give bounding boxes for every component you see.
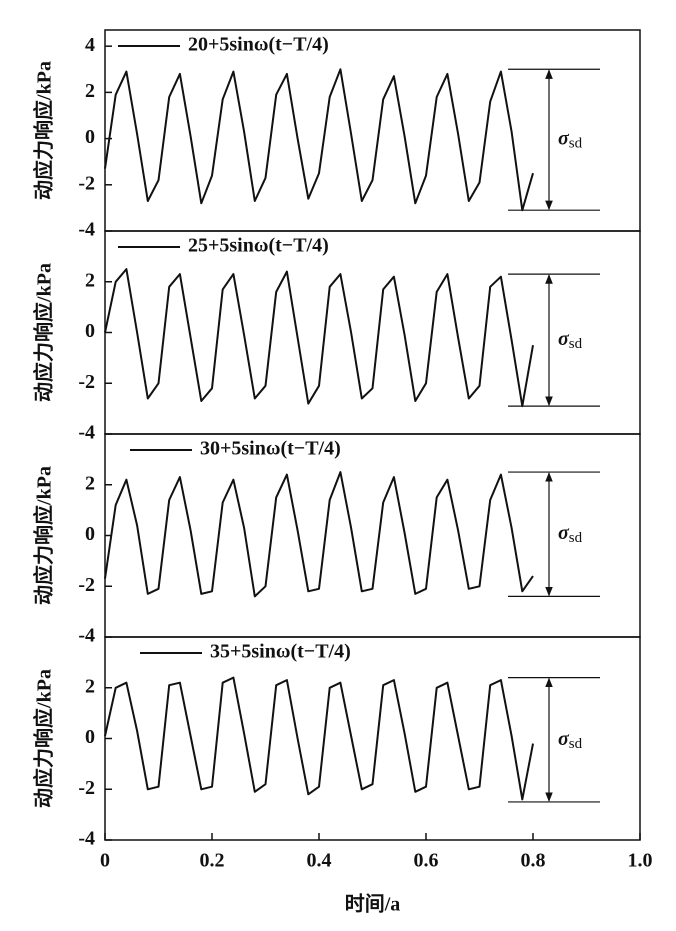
y-axis-label: 动应力响应/kPa xyxy=(32,263,56,402)
y-tick-label: 0 xyxy=(85,523,95,545)
y-tick-label: -2 xyxy=(78,777,95,799)
x-tick-label: 1.0 xyxy=(628,850,653,872)
y-tick-label: -4 xyxy=(78,219,95,241)
y-axis-label: 动应力响应/kPa xyxy=(32,669,56,808)
legend-label: 25+5sinω(t−T/4) xyxy=(188,235,329,257)
x-tick-label: 0.4 xyxy=(307,850,332,872)
data-line xyxy=(104,268,534,408)
y-tick-label: 0 xyxy=(85,320,95,342)
y-tick-label: 2 xyxy=(85,269,95,291)
y-tick-label: 0 xyxy=(85,726,95,748)
x-tick-label: 0.6 xyxy=(414,850,439,872)
annotation-symbol: σ xyxy=(558,522,570,544)
y-tick-label: -4 xyxy=(78,422,95,444)
annotation-subscript: sd xyxy=(569,531,583,547)
annotation-subscript: sd xyxy=(569,337,583,353)
y-tick-label: 4 xyxy=(85,34,95,56)
annotation-symbol: σ xyxy=(558,727,570,749)
annotation-symbol: σ xyxy=(558,127,570,149)
y-axis-label: 动应力响应/kPa xyxy=(32,466,56,605)
data-line xyxy=(104,68,534,212)
annotation-label: σsd xyxy=(558,522,583,547)
x-tick-label: 0 xyxy=(100,850,110,872)
legend-label: 20+5sinω(t−T/4) xyxy=(188,34,329,56)
annotation-symbol: σ xyxy=(558,328,570,350)
data-line xyxy=(104,471,534,598)
annotation-subscript: sd xyxy=(569,136,583,152)
x-axis-label: 时间/a xyxy=(345,893,401,916)
data-line xyxy=(104,676,534,801)
y-tick-label: 2 xyxy=(85,80,95,102)
y-tick-label: -4 xyxy=(78,828,95,850)
annotation-label: σsd xyxy=(558,727,583,752)
y-axis-label: 动应力响应/kPa xyxy=(32,61,56,200)
x-tick-label: 0.8 xyxy=(521,850,546,872)
y-tick-label: 2 xyxy=(85,675,95,697)
annotation-label: σsd xyxy=(558,328,583,353)
x-tick-label: 0.2 xyxy=(200,850,225,872)
legend-label: 30+5sinω(t−T/4) xyxy=(200,438,341,460)
y-tick-label: -2 xyxy=(78,574,95,596)
y-tick-label: -2 xyxy=(78,172,95,194)
y-tick-label: -2 xyxy=(78,371,95,393)
y-tick-label: 0 xyxy=(85,126,95,148)
annotation-subscript: sd xyxy=(569,736,583,752)
legend-label: 35+5sinω(t−T/4) xyxy=(210,641,351,663)
y-tick-label: -4 xyxy=(78,625,95,647)
annotation-label: σsd xyxy=(558,127,583,152)
y-tick-label: 2 xyxy=(85,472,95,494)
